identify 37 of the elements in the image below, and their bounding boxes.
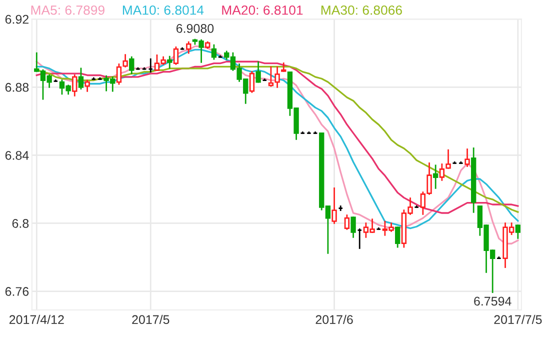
candlestick (332, 187, 337, 224)
y-tick-label: 6.88 (5, 82, 29, 92)
candlestick (350, 216, 356, 238)
candlestick (344, 214, 350, 230)
text: MA10: 6.8014 (122, 5, 204, 15)
y-tick-label: 6.8 (12, 219, 29, 228)
candlestick (122, 54, 128, 68)
candlestick (256, 61, 261, 83)
candlestick (515, 224, 521, 239)
x-tick-label: 2017/5 (132, 314, 170, 324)
candlestick (84, 80, 90, 92)
annotation: 6.7594 (474, 296, 512, 306)
x-tick-label: 2017/7/5 (494, 314, 542, 324)
text: MA30: 6.8066 (321, 5, 402, 15)
candlestick (395, 226, 400, 248)
candlestick (129, 56, 134, 74)
x-tick-label: 2017/6 (316, 314, 353, 324)
candlestick (211, 44, 217, 60)
candlestick (72, 74, 78, 96)
annotation: 6.9080 (176, 24, 214, 33)
candlestick (167, 56, 172, 69)
candlestick (249, 71, 255, 93)
candlestick (116, 63, 122, 85)
y-tick-label: 6.84 (5, 150, 29, 160)
candlestick (281, 62, 286, 72)
candlestick (78, 68, 84, 90)
y-tick-label: 6.92 (5, 14, 28, 24)
candlestick (173, 46, 179, 65)
x-tick-label: 2017/4/12 (9, 314, 64, 324)
candlestick (433, 164, 438, 189)
y-tick-label: 6.76 (5, 287, 29, 296)
text: MA20: 6.8101 (222, 5, 303, 15)
text: MA5: 6.7899 (31, 5, 104, 15)
candlestick (186, 41, 192, 54)
candlestick (268, 66, 274, 87)
candlestick (464, 148, 470, 167)
candlestick (274, 66, 280, 88)
